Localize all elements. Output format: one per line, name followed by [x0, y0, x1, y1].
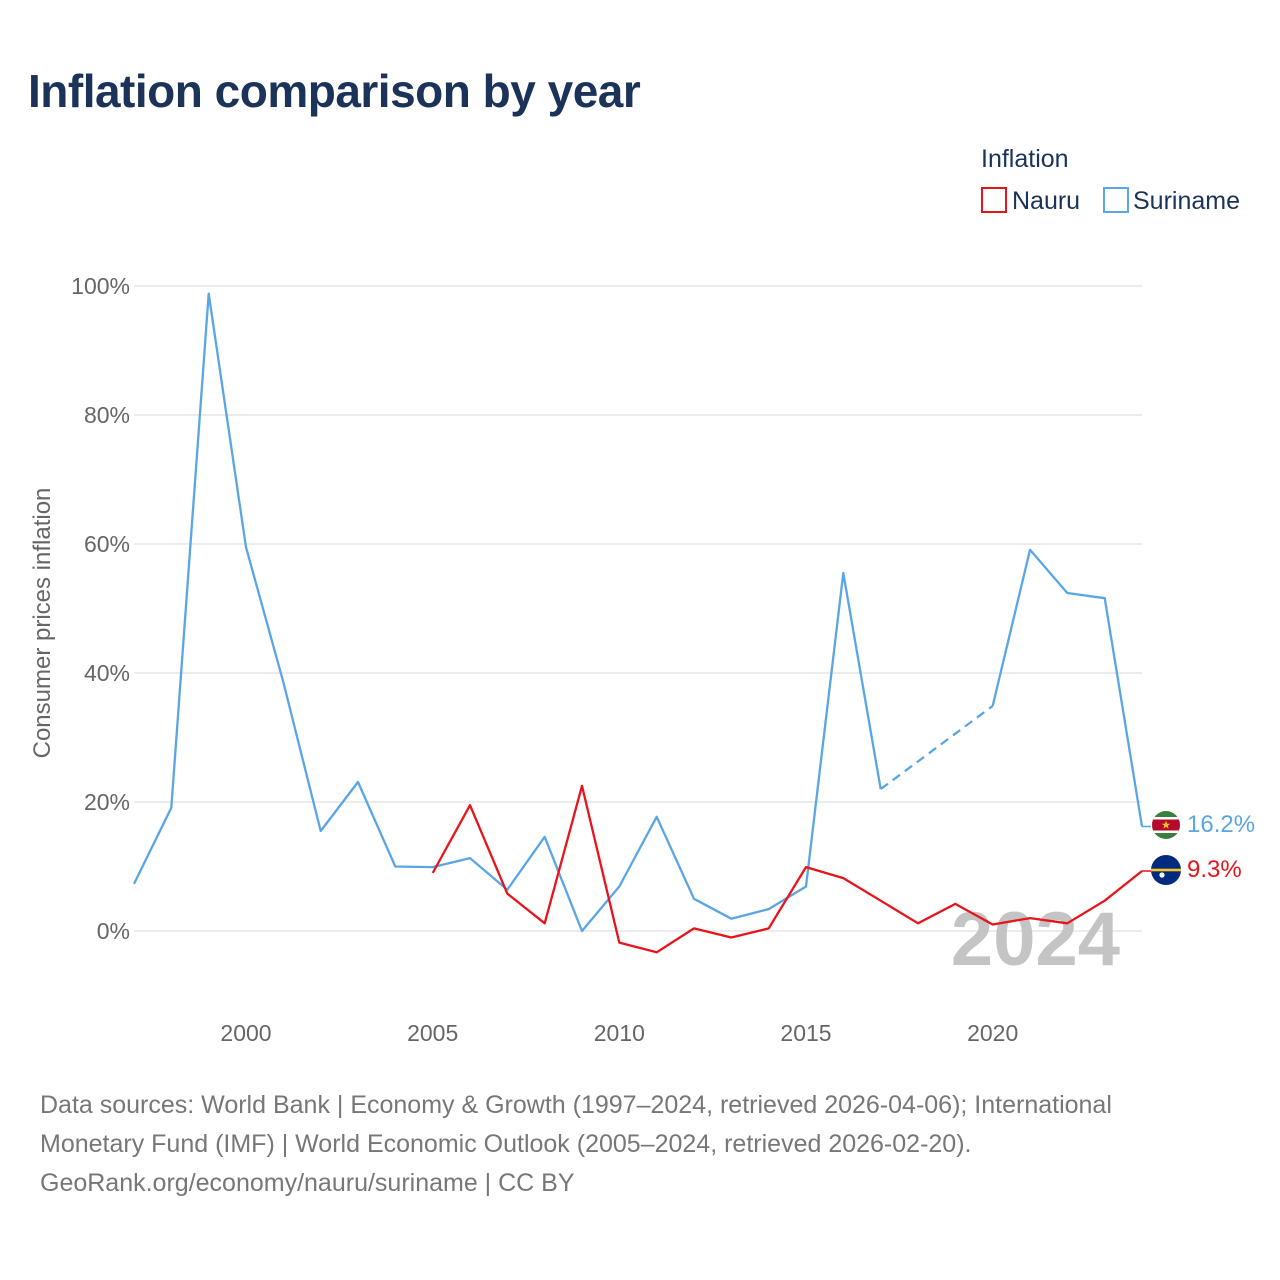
legend-label-nauru: Nauru	[1012, 187, 1080, 215]
y-axis-ticks: 0% 20% 40% 60% 80% 100%	[71, 273, 130, 944]
series-suriname	[132, 292, 1151, 933]
gridlines	[134, 285, 1142, 932]
legend: Inflation Nauru Suriname	[981, 145, 1240, 215]
y-tick-label: 100%	[71, 273, 130, 299]
y-tick-label: 80%	[84, 402, 130, 428]
footer-line-2: Monetary Fund (IMF) | World Economic Out…	[40, 1130, 972, 1158]
suriname-flag-icon	[1152, 811, 1180, 839]
legend-swatch-suriname	[1103, 187, 1129, 213]
x-axis-ticks: 2000 2005 2010 2015 2020	[220, 1020, 1018, 1046]
x-tick-label: 2015	[780, 1020, 831, 1046]
legend-label-suriname: Suriname	[1133, 187, 1240, 215]
chart-title: Inflation comparison by year	[28, 65, 641, 117]
nauru-flag-icon	[1151, 855, 1181, 885]
y-tick-label: 40%	[84, 660, 130, 686]
chart-area: 0%20%40%60%80%100% 2000 2005 2010 2015 2020 …	[29, 145, 1255, 1046]
y-tick-label: 20%	[84, 789, 130, 815]
source-footer: Data sources: World Bank | Economy & Gro…	[40, 1086, 1240, 1203]
footer-line-1: Data sources: World Bank | Economy & Gro…	[40, 1091, 1112, 1119]
y-axis-label: Consumer prices inflation	[29, 488, 56, 759]
suriname-line-dashed	[880, 704, 994, 791]
series-layer	[132, 292, 1151, 954]
legend-item-nauru[interactable]: Nauru	[981, 187, 1080, 215]
x-tick-label: 2005	[407, 1020, 458, 1046]
nauru-line	[431, 784, 1143, 954]
suriname-line	[132, 292, 882, 933]
legend-swatch-nauru	[981, 187, 1007, 213]
footer-line-3: GeoRank.org/economy/nauru/suriname | CC …	[40, 1169, 575, 1197]
x-tick-label: 2020	[967, 1020, 1018, 1046]
legend-title: Inflation	[981, 145, 1069, 173]
nauru-end-value: 9.3%	[1187, 856, 1242, 883]
legend-item-suriname[interactable]: Suriname	[1103, 187, 1240, 215]
current-year-watermark: 2024	[951, 897, 1120, 982]
series-nauru	[431, 784, 1151, 954]
suriname-line	[991, 548, 1144, 827]
y-tick-label: 0%	[97, 918, 130, 944]
suriname-end-value: 16.2%	[1187, 811, 1255, 838]
x-tick-label: 2010	[594, 1020, 645, 1046]
y-tick-label: 60%	[84, 531, 130, 557]
x-tick-label: 2000	[220, 1020, 271, 1046]
